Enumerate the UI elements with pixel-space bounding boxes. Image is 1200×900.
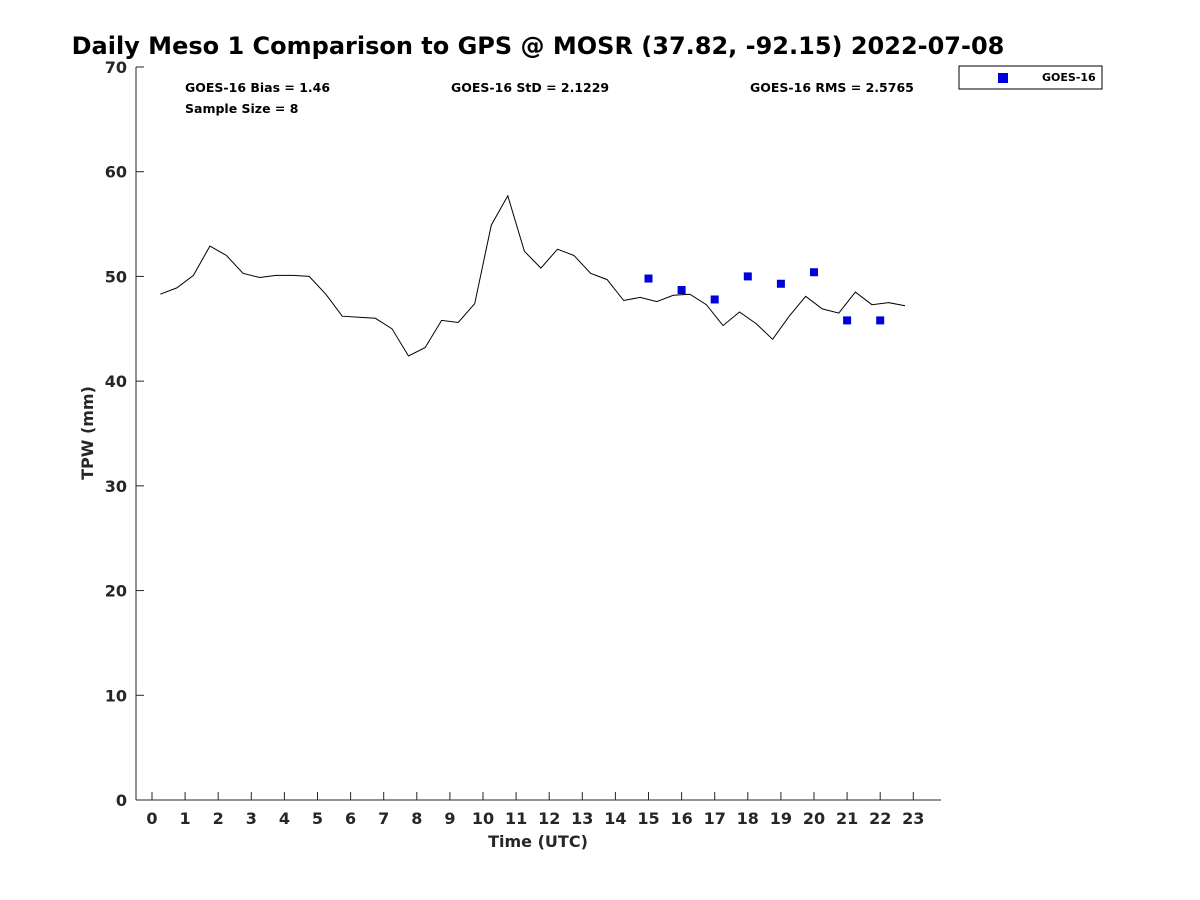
- gps-series: [160, 194, 906, 357]
- y-tick-label: 40: [105, 372, 127, 391]
- x-tick-label: 22: [869, 809, 891, 828]
- x-tick-label: 0: [146, 809, 157, 828]
- legend-marker-goes16: [998, 73, 1008, 83]
- y-tick-label: 30: [105, 477, 127, 496]
- x-tick-label: 23: [902, 809, 924, 828]
- bias-stat: GOES-16 Bias = 1.46: [185, 80, 330, 95]
- goes16-point: [710, 295, 719, 304]
- std-stat: GOES-16 StD = 2.1229: [451, 80, 609, 95]
- x-tick-label: 12: [538, 809, 560, 828]
- legend: GOES-16: [958, 65, 1103, 90]
- y-axis-label: TPW (mm): [78, 386, 97, 480]
- goes16-point: [876, 316, 885, 325]
- goes16-point: [743, 272, 752, 281]
- sample-size-stat: Sample Size = 8: [185, 101, 298, 116]
- goes16-point: [677, 286, 686, 295]
- x-tick-label: 9: [444, 809, 455, 828]
- x-tick-label: 7: [378, 809, 389, 828]
- x-tick-label: 19: [770, 809, 792, 828]
- goes-series-points: [644, 268, 885, 325]
- y-tick-label: 60: [105, 163, 127, 182]
- x-tick-label: 3: [246, 809, 257, 828]
- goes16-point: [776, 279, 785, 288]
- legend-label-goes16: GOES-16: [1042, 71, 1096, 84]
- x-tick-label: 4: [279, 809, 290, 828]
- x-tick-label: 6: [345, 809, 356, 828]
- x-tick-label: 14: [604, 809, 626, 828]
- y-tick-label: 50: [105, 267, 127, 286]
- x-tick-label: 15: [637, 809, 659, 828]
- x-tick-label: 18: [737, 809, 759, 828]
- x-tick-label: 13: [571, 809, 593, 828]
- gps-series-line: [160, 194, 906, 357]
- x-tick-label: 20: [803, 809, 825, 828]
- x-axis-ticks: 0 1 2 3 4 5 6 7 8 9 10 11 12 13 14 15 16 17 18 19 20 21 22 23: [146, 792, 924, 828]
- y-tick-label: 10: [105, 686, 127, 705]
- plot-axes: [135, 67, 941, 801]
- x-tick-label: 10: [472, 809, 494, 828]
- chart-title: Daily Meso 1 Comparison to GPS @ MOSR (3…: [72, 32, 1005, 60]
- goes16-point: [843, 316, 852, 325]
- y-tick-label: 20: [105, 582, 127, 601]
- x-axis-label: Time (UTC): [488, 832, 588, 851]
- x-tick-label: 1: [180, 809, 191, 828]
- y-tick-label: 0: [116, 791, 127, 810]
- x-tick-label: 2: [213, 809, 224, 828]
- x-tick-label: 11: [505, 809, 527, 828]
- x-tick-label: 5: [312, 809, 323, 828]
- x-tick-label: 21: [836, 809, 858, 828]
- x-tick-label: 8: [411, 809, 422, 828]
- rms-stat: GOES-16 RMS = 2.5765: [750, 80, 914, 95]
- goes16-point: [644, 274, 653, 283]
- x-tick-label: 16: [670, 809, 692, 828]
- y-tick-label: 70: [105, 58, 127, 77]
- x-tick-label: 17: [704, 809, 726, 828]
- y-axis-ticks: 0 10 20 30 40 50 60 70: [105, 58, 144, 810]
- legend-box: [958, 65, 1103, 90]
- goes16-point: [810, 268, 818, 277]
